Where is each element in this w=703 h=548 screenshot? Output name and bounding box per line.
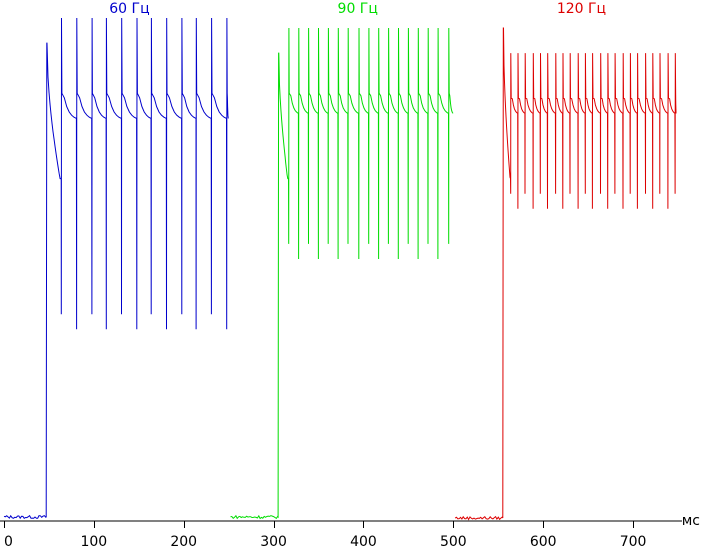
series-1 [3,17,229,520]
x-tick-label: 200 [170,534,197,548]
series-3 [454,27,677,521]
x-tick-label: 100 [80,534,107,548]
series-layer [3,17,677,521]
x-tick-label: 400 [350,534,377,548]
series-label: 90 Гц [338,1,378,17]
x-tick-label: 500 [440,534,467,548]
x-tick-label: 600 [530,534,557,548]
x-tick-label: 0 [4,534,13,548]
series-line [454,27,677,521]
series-label: 60 Гц [109,1,149,17]
x-axis: 0 100 200 300 400 500 600 700 мс [0,513,700,548]
series-labels: 60 Гц 90 Гц 120 Гц [109,1,606,17]
series-line [230,27,454,520]
series-line [3,17,229,520]
x-axis-unit-label: мс [682,513,700,529]
x-tick-label: 700 [620,534,647,548]
x-tick-label: 300 [260,534,287,548]
series-2 [230,27,454,520]
series-label: 120 Гц [557,1,606,17]
